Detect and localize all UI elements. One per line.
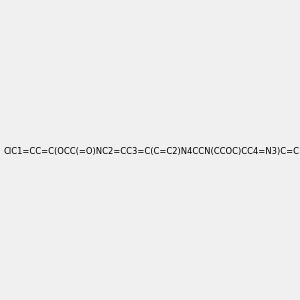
Text: ClC1=CC=C(OCC(=O)NC2=CC3=C(C=C2)N4CCN(CCOC)CC4=N3)C=C1: ClC1=CC=C(OCC(=O)NC2=CC3=C(C=C2)N4CCN(CC… [3, 147, 300, 156]
